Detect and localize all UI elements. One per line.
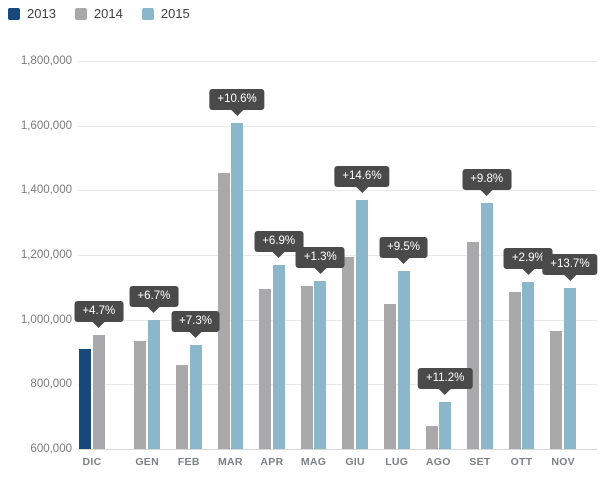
tooltip-gen: +6.7% xyxy=(129,286,179,314)
legend-item-2013[interactable]: 2013 xyxy=(8,7,56,20)
y-axis-label: 600,000 xyxy=(30,443,72,455)
y-axis-label: 1,600,000 xyxy=(20,119,72,132)
x-axis-label-nov: NOV xyxy=(551,456,575,468)
tooltip-ago: +11.2% xyxy=(417,368,473,396)
x-axis-label-giu: GIU xyxy=(345,456,365,468)
tooltip-apr: +6.9% xyxy=(254,230,304,258)
bar-2015-giu[interactable] xyxy=(355,200,368,449)
tooltip-nov: +13.7% xyxy=(542,254,598,282)
y-axis-label: 1,800,000 xyxy=(20,55,72,67)
y-axis-label: 1,400,000 xyxy=(20,184,72,197)
x-axis-label-feb: FEB xyxy=(177,456,200,468)
x-axis-label-apr: APR xyxy=(260,456,284,468)
tooltip-giu: +14.6% xyxy=(334,166,390,194)
bar-2015-apr[interactable] xyxy=(272,264,285,449)
bar-2014-feb[interactable] xyxy=(176,364,188,449)
bar-2013-dic[interactable] xyxy=(79,348,92,449)
gridline-1000000 xyxy=(78,319,597,321)
bar-2014-ott[interactable] xyxy=(508,292,521,449)
x-axis-label-ott: OTT xyxy=(510,456,533,468)
bar-2015-mar[interactable] xyxy=(231,122,244,449)
bar-2014-set[interactable] xyxy=(467,242,480,449)
bar-2014-ago[interactable] xyxy=(425,426,438,449)
y-axis-label: 800,000 xyxy=(30,378,72,391)
tooltip-mar: +10.6% xyxy=(209,88,265,116)
tooltip-mag: +1.3% xyxy=(295,247,345,275)
gridline-1600000 xyxy=(78,125,597,127)
x-axis-label-ago: AGO xyxy=(425,456,451,468)
legend-swatch-2013-icon xyxy=(8,7,20,20)
legend: 2013 2014 2015 xyxy=(8,7,190,20)
gridline-800000 xyxy=(78,384,597,386)
legend-item-2014[interactable]: 2014 xyxy=(74,6,123,21)
legend-item-2015[interactable]: 2015 xyxy=(141,6,190,21)
bar-2014-giu[interactable] xyxy=(342,256,355,449)
gridline-1800000 xyxy=(78,61,597,62)
tooltip-set: +9.8% xyxy=(462,168,512,196)
bar-2014-lug[interactable] xyxy=(384,303,396,449)
legend-label-2015: 2015 xyxy=(160,6,190,21)
bar-2014-mag[interactable] xyxy=(300,285,313,449)
bar-2015-ott[interactable] xyxy=(522,282,535,449)
tooltip-feb: +7.3% xyxy=(171,310,220,338)
bar-2015-lug[interactable] xyxy=(397,271,410,449)
bar-2015-gen[interactable] xyxy=(147,320,160,449)
legend-swatch-2014-icon xyxy=(74,7,87,20)
bar-2014-dic[interactable] xyxy=(92,334,105,449)
gridline-1400000 xyxy=(78,190,597,192)
y-axis-label: 1,000,000 xyxy=(20,313,72,326)
x-axis-label-mar: MAR xyxy=(217,456,243,468)
bar-2014-apr[interactable] xyxy=(259,288,272,449)
x-axis-label-set: SET xyxy=(469,456,491,468)
bar-2015-nov[interactable] xyxy=(563,288,576,449)
y-axis-label: 1,200,000 xyxy=(20,249,72,261)
legend-label-2013: 2013 xyxy=(27,6,56,21)
bar-2015-set[interactable] xyxy=(480,202,493,449)
bar-2015-mag[interactable] xyxy=(314,281,327,449)
tooltip-lug: +9.5% xyxy=(379,237,428,265)
bar-2015-feb[interactable] xyxy=(189,344,202,449)
x-axis-label-dic: DIC xyxy=(82,456,102,468)
tooltip-dic: +4.7% xyxy=(74,300,124,328)
bar-2014-gen[interactable] xyxy=(134,340,147,449)
x-axis-label-lug: LUG xyxy=(385,456,409,468)
x-axis-label-gen: GEN xyxy=(135,456,159,468)
bar-2014-nov[interactable] xyxy=(550,330,563,449)
x-axis-label-mag: MAG xyxy=(300,456,327,468)
legend-swatch-2015-icon xyxy=(141,7,154,20)
bar-2014-mar[interactable] xyxy=(217,172,230,449)
tooltip-ott: +2.9% xyxy=(503,248,553,276)
bar-2015-ago[interactable] xyxy=(439,402,452,449)
gridline-600000 xyxy=(78,449,597,450)
legend-label-2014: 2014 xyxy=(93,6,123,21)
